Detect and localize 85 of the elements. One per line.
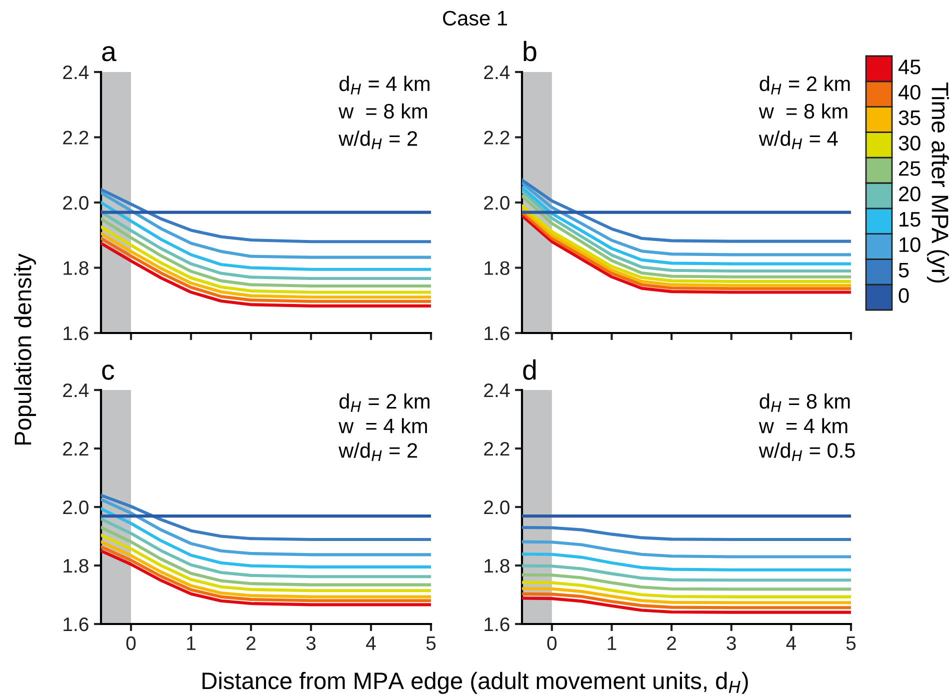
- y-tick-label: 2.2: [484, 442, 510, 456]
- legend-label: 15: [900, 212, 920, 227]
- y-tick-label: 2.4: [63, 65, 89, 80]
- line-series: [522, 580, 851, 598]
- y-tick-label: 2.4: [63, 383, 89, 398]
- x-tick-label: 4: [366, 636, 376, 650]
- line-series: [522, 573, 851, 591]
- legend-label: 35: [898, 110, 920, 126]
- y-tick-label: 1.6: [64, 617, 88, 632]
- y-tick-label: 1.8: [484, 261, 510, 275]
- line-series: [101, 534, 431, 592]
- line-series: [522, 592, 851, 610]
- line-series: [522, 540, 851, 558]
- x-tick-label: 3: [726, 636, 736, 650]
- x-tick-label: 3: [306, 636, 316, 650]
- y-tick-label: 2.0: [63, 500, 88, 514]
- x-tick-label: 5: [426, 636, 436, 650]
- line-series: [101, 225, 431, 294]
- y-tick-label: 2.0: [63, 196, 88, 210]
- x-tick-label: 1: [608, 636, 616, 650]
- legend-label: 5: [898, 262, 909, 278]
- y-tick-label: 1.6: [484, 617, 510, 632]
- annotation: w = 8 km: [758, 103, 848, 119]
- x-tick-label: 5: [846, 636, 856, 650]
- x-tick-label: 2: [246, 636, 256, 650]
- annotation: w/d$_{H}$ = 2: [338, 442, 418, 462]
- y-tick-label: 1.6: [484, 326, 510, 340]
- legend-label: 45: [898, 60, 920, 74]
- annotation: w/d$_{H}$ = 4: [758, 130, 838, 150]
- chart-title: a: [102, 46, 116, 62]
- y-tick-label: 1.8: [484, 558, 510, 573]
- line-series: [101, 517, 431, 578]
- line-series: [522, 596, 851, 614]
- y-tick-label: 2.2: [484, 130, 510, 144]
- y-tick-label: 1.8: [64, 261, 88, 275]
- y-tick-label: 2.0: [484, 196, 510, 210]
- line-series: [522, 564, 851, 582]
- y-axis-title: Population density: [14, 254, 36, 445]
- x-tick-label: 0: [126, 636, 136, 650]
- annotation: d$_{H}$ = 4 km: [339, 76, 430, 94]
- legend-title: Time after MPA (yr): [926, 82, 950, 283]
- annotation: w/d$_{H}$ = 2: [338, 130, 418, 150]
- chart-title: b: [524, 40, 536, 62]
- x-axis-title: Distance from MPA edge (adult movement units, d$_{H}$): [202, 672, 748, 694]
- y-tick-label: 1.6: [64, 326, 88, 340]
- line-series: [101, 191, 431, 259]
- annotation: d$_{H}$ = 8 km: [760, 393, 850, 412]
- line-series: [522, 178, 851, 243]
- x-tick-label: 1: [187, 636, 196, 650]
- annotation: d$_{H}$ = 2 km: [760, 76, 850, 94]
- line-series: [101, 200, 431, 271]
- legend-label: 10: [900, 237, 920, 252]
- legend-label: 0: [898, 288, 909, 303]
- annotation: w/d$_{H}$ = 0.5: [758, 442, 855, 462]
- line-series: [101, 526, 431, 586]
- y-tick-label: 1.8: [64, 558, 88, 573]
- y-tick-label: 2.2: [63, 130, 88, 144]
- chart-title: d: [523, 359, 536, 380]
- y-tick-label: 2.4: [484, 65, 510, 80]
- line-series: [522, 526, 851, 541]
- line-series: [101, 498, 431, 556]
- annotation: w = 4 km: [758, 418, 848, 434]
- legend-label: 40: [898, 84, 920, 100]
- annotation: d$_{H}$ = 2 km: [339, 393, 430, 412]
- y-tick-label: 2.0: [484, 500, 510, 514]
- line-series: [101, 210, 431, 280]
- legend-label: 20: [899, 186, 920, 202]
- line-series: [101, 217, 431, 288]
- line-series: [522, 552, 851, 572]
- line-series: [101, 188, 431, 244]
- chart-title: c: [102, 364, 114, 380]
- y-tick-label: 2.2: [63, 442, 88, 456]
- x-tick-label: 4: [786, 636, 796, 650]
- line-series: [522, 587, 851, 604]
- legend-label: 30: [898, 136, 920, 150]
- annotation: w = 8 km: [338, 103, 427, 119]
- text: Case 1: [443, 10, 507, 26]
- legend-label: 25: [899, 161, 920, 176]
- line-series: [522, 181, 851, 256]
- y-tick-label: 2.4: [484, 383, 510, 398]
- line-series: [101, 494, 431, 541]
- line-series: [101, 507, 431, 568]
- x-tick-label: 0: [547, 636, 557, 650]
- x-tick-label: 2: [667, 636, 676, 650]
- annotation: w = 4 km: [338, 418, 427, 434]
